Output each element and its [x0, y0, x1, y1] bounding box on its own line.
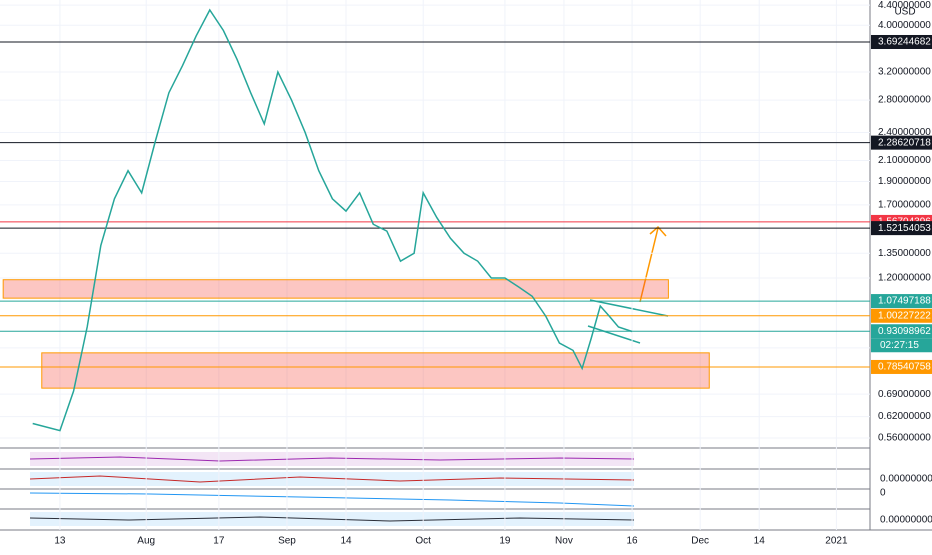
y-tick-label: 1.70000000 — [878, 199, 931, 210]
osc-line — [29, 516, 635, 522]
y-tick-label: 2.40000000 — [878, 127, 931, 138]
x-tick-label: 13 — [54, 536, 66, 547]
y-tick-label: 0.69000000 — [878, 389, 931, 400]
indicator-label: 0.00000000 — [880, 515, 932, 526]
level-label: 0.93098962 — [878, 326, 931, 337]
level-label-bg — [871, 308, 932, 323]
x-tick-label: 14 — [340, 536, 352, 547]
price-line — [32, 8, 633, 432]
indicator-label: 0.00000000 — [880, 474, 932, 485]
countdown-bg — [871, 338, 932, 353]
level-label-bg — [871, 221, 932, 236]
countdown: 02:27:15 — [880, 340, 919, 351]
x-tick-label: Aug — [137, 536, 155, 547]
level-label-bg — [871, 359, 932, 374]
x-tick-label: 16 — [627, 536, 639, 547]
y-tick-label: 0.62000000 — [878, 411, 931, 422]
x-tick-label: Dec — [691, 536, 709, 547]
y-tick-label: 4.00000000 — [878, 20, 931, 31]
zone — [41, 352, 710, 389]
indicator-label: 0 — [880, 488, 886, 499]
x-tick-label: 2021 — [825, 536, 848, 547]
level-label: 3.69244682 — [878, 37, 931, 48]
rsi-line — [29, 456, 635, 462]
x-tick-label: Oct — [415, 536, 431, 547]
level-label: 1.00227222 — [878, 310, 931, 321]
arrow — [639, 227, 659, 303]
trend-line — [587, 325, 641, 344]
y-tick-label: 1.35000000 — [878, 248, 931, 259]
level-label-bg — [871, 324, 932, 339]
x-tick-label: Sep — [278, 536, 296, 547]
level-label-bg — [871, 135, 932, 150]
x-tick-label: Nov — [555, 536, 573, 547]
x-tick-label: 14 — [754, 536, 766, 547]
y-tick-label: 3.20000000 — [878, 67, 931, 78]
level-label: 1.07497188 — [878, 296, 931, 307]
arrow-head — [649, 225, 667, 237]
level-label: 0.78540758 — [878, 362, 931, 373]
level-label-bg — [871, 34, 932, 49]
drawings — [587, 225, 669, 344]
x-tick-label: 19 — [499, 536, 511, 547]
macd-line — [29, 492, 635, 507]
y-tick-label: 1.90000000 — [878, 176, 931, 187]
currency: USD — [894, 7, 915, 18]
rsi-band — [30, 452, 634, 466]
y-tick-label: 1.20000000 — [878, 273, 931, 284]
y-tick-label: 0.56000000 — [878, 433, 931, 444]
level-label: 1.52154053 — [878, 223, 931, 234]
stoch-line — [29, 475, 635, 483]
indicator-panes: 0.00000000 0 0.00000000 — [0, 0, 932, 531]
y-tick-label: 2.80000000 — [878, 95, 931, 106]
x-tick-label: 17 — [213, 536, 225, 547]
zone — [2, 279, 669, 299]
y-tick-label: 2.10000000 — [878, 155, 931, 166]
level-label-bg — [871, 294, 932, 309]
level-label: 2.28620718 — [878, 137, 931, 148]
y-tick-label: 4.40000000 — [878, 0, 931, 11]
trend-line — [589, 299, 669, 317]
stoch-band — [30, 472, 634, 486]
